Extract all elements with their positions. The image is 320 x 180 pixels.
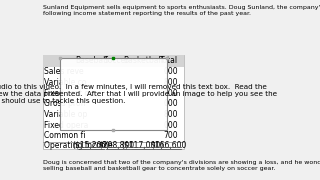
Text: Baseball: Baseball [75, 56, 108, 65]
Text: ($117,000): ($117,000) [122, 141, 164, 150]
FancyBboxPatch shape [43, 55, 184, 149]
Text: Fixed cost o: Fixed cost o [44, 89, 89, 98]
Text: ($15,200): ($15,200) [73, 141, 110, 150]
Text: 000: 000 [164, 100, 178, 108]
Text: Sales reve: Sales reve [44, 68, 84, 76]
Text: Variable op: Variable op [44, 110, 87, 119]
Text: 000: 000 [164, 89, 178, 98]
Text: Gross profi: Gross profi [44, 100, 86, 108]
Text: Soccer: Soccer [104, 56, 129, 65]
Text: $166,600: $166,600 [150, 141, 187, 150]
Text: There is no audio to this video.  In a few minutes, I will removed this text box: There is no audio to this video. In a fe… [0, 84, 277, 104]
Text: Sunland Equipment sells equipment to sports enthusiasts. Doug Sunland, the compa: Sunland Equipment sells equipment to spo… [43, 5, 320, 16]
Text: Common fi: Common fi [44, 131, 85, 140]
Text: Basketball: Basketball [123, 56, 163, 65]
FancyBboxPatch shape [43, 55, 184, 67]
Text: 000: 000 [164, 121, 178, 130]
Text: Fixed opera: Fixed opera [44, 121, 88, 130]
Text: $298,800: $298,800 [98, 141, 134, 150]
Text: 000: 000 [164, 68, 178, 76]
FancyBboxPatch shape [60, 58, 166, 130]
Text: Doug is concerned that two of the company's divisions are showing a loss, and he: Doug is concerned that two of the compan… [43, 160, 320, 171]
Text: Total: Total [160, 56, 178, 65]
Text: 800: 800 [164, 110, 178, 119]
Text: 700: 700 [164, 131, 178, 140]
Text: 800: 800 [164, 78, 178, 87]
Text: Operating Income: Operating Income [44, 141, 113, 150]
Text: Variable co: Variable co [44, 78, 86, 87]
